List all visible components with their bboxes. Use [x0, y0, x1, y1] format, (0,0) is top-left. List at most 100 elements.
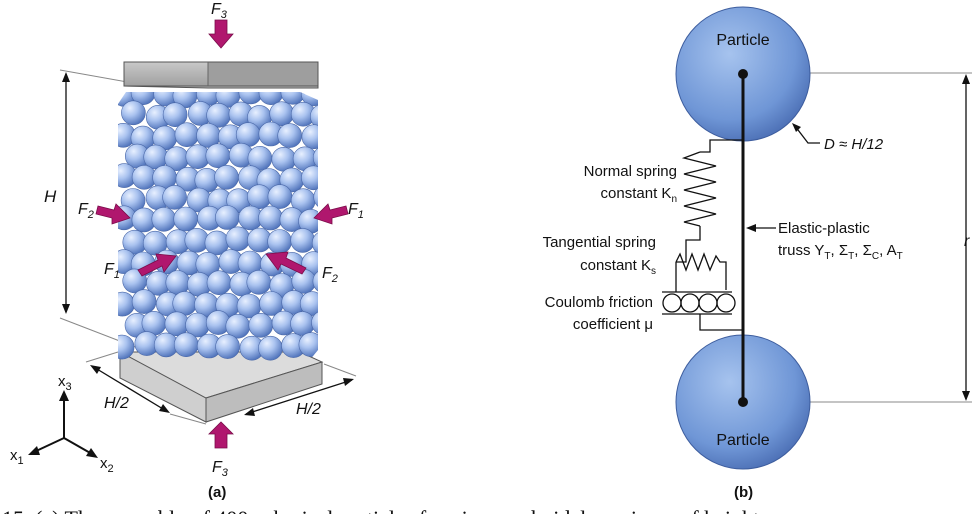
particle-sphere: [291, 268, 317, 294]
tangential-spring-label-line1: Tangential spring: [543, 234, 656, 251]
tangential-spring: [675, 252, 727, 290]
bottom-plate: [119, 351, 324, 423]
top-plate: [123, 61, 319, 89]
truss-label-line1: Elastic-plastic: [778, 220, 870, 237]
width-left-arrow-1: [90, 365, 101, 374]
particle-sphere: [248, 312, 274, 338]
particle-sphere: [121, 100, 146, 126]
width-right-label: H/2: [296, 401, 321, 418]
particle-bottom-center: [738, 397, 748, 407]
diameter-pointer-arrow: [792, 123, 801, 132]
particle-sphere: [301, 124, 318, 149]
normal-spring-bottom-lead: [676, 226, 701, 263]
panel-b-label: (b): [734, 484, 753, 501]
particle-sphere: [290, 311, 315, 336]
friction-roller-1: [662, 293, 682, 313]
distance-arrow-top: [962, 74, 970, 84]
particle-sphere: [131, 289, 157, 314]
panel-a-label: (a): [208, 484, 226, 501]
width-guide-right: [323, 363, 357, 377]
particle-sphere: [214, 165, 239, 190]
particle-sphere: [165, 270, 191, 295]
width-right-dimension-line: [245, 379, 353, 415]
particle-sphere: [299, 291, 318, 316]
particle-sphere: [225, 226, 251, 252]
particle-sphere: [215, 205, 240, 230]
particle-assembly: [118, 92, 318, 361]
particle-sphere: [118, 334, 135, 360]
width-guide-mid: [169, 413, 207, 425]
particle-sphere: [162, 102, 188, 127]
distance-arrow-bottom: [962, 391, 970, 401]
axis-label-x3: x3: [58, 373, 72, 393]
width-guide-left: [85, 351, 119, 363]
friction-roller-3: [698, 293, 718, 313]
force-label-top: F3: [211, 1, 228, 21]
friction-roller-2: [680, 293, 700, 313]
particle-sphere: [309, 104, 318, 129]
normal-spring: [681, 151, 717, 227]
axis-label-x1: x1: [10, 447, 24, 467]
height-arrow-bottom: [62, 304, 70, 314]
particle-sphere: [238, 92, 264, 105]
truss-pointer-arrow: [746, 224, 756, 232]
width-left-arrow-2: [159, 404, 170, 413]
figure-caption: 15. (a) The assembly of 400 spherical pa…: [2, 506, 759, 514]
particle-sphere: [246, 269, 272, 295]
particle-sphere: [162, 185, 187, 210]
particle-sphere: [174, 122, 200, 147]
truss-label-line2: truss YT, ΣT, ΣC, AT: [778, 242, 903, 262]
particle-sphere: [267, 184, 293, 209]
force-arrow-right-inner: [265, 251, 307, 275]
force-label-left-outer: F2: [78, 201, 94, 221]
force-arrow-bottom: [208, 421, 234, 449]
particle-sphere: [151, 207, 177, 232]
diameter-label: D ≈ H/12: [824, 136, 884, 153]
force-arrow-top: [208, 19, 234, 49]
friction-label-line1: Coulomb friction: [545, 294, 653, 311]
friction-roller-4: [716, 293, 736, 313]
normal-spring-label-line2: constant Kn: [601, 185, 677, 205]
particle-top-center: [738, 69, 748, 79]
coordinate-axes: [28, 390, 98, 458]
particle-sphere: [313, 184, 318, 210]
force-label-left-inner: F1: [104, 261, 120, 281]
particle-sphere: [290, 228, 316, 253]
particle-sphere: [258, 205, 283, 231]
panel-b: r Particle Particle D ≈ H/12 Elastic-pla…: [543, 6, 972, 501]
particle-sphere: [301, 165, 318, 191]
particle-sphere: [277, 123, 303, 148]
particle-sphere: [118, 291, 135, 317]
particle-sphere: [205, 143, 231, 168]
normal-spring-label-line1: Normal spring: [584, 163, 677, 180]
height-label: H: [44, 187, 57, 206]
force-label-bottom: F3: [212, 459, 229, 479]
width-right-arrow-1: [244, 408, 255, 416]
normal-spring-top-lead: [700, 139, 743, 153]
tangential-spring-label-line2: constant Ks: [580, 257, 656, 277]
particle-sphere: [215, 334, 240, 359]
force-arrow-left-outer: [95, 203, 131, 225]
particle-sphere: [311, 230, 318, 256]
particle-sphere: [312, 268, 318, 294]
contact-model: [662, 139, 743, 331]
particle-sphere: [311, 310, 318, 336]
particle-sphere: [312, 145, 318, 170]
force-arrow-right-outer: [313, 203, 349, 225]
particle-sphere: [206, 270, 232, 296]
particle-sphere: [298, 332, 318, 357]
width-right-arrow-2: [343, 378, 354, 386]
particle-bottom-label: Particle: [716, 432, 769, 449]
friction-bottom-lead: [699, 314, 743, 331]
friction-label-line2: coefficient μ: [573, 316, 653, 333]
particle-top-label: Particle: [716, 32, 769, 49]
panel-a: F3 F3 F2 F1 F1 F2 H H/2 H/2 x3 x1 x2 (a): [10, 1, 364, 501]
diameter-pointer: [794, 125, 820, 144]
particle-sphere: [267, 229, 292, 254]
force-label-right-outer: F1: [348, 201, 364, 221]
force-label-right-inner: F2: [322, 265, 338, 285]
force-arrow-left-inner: [137, 253, 177, 277]
height-arrow-top: [62, 72, 70, 82]
